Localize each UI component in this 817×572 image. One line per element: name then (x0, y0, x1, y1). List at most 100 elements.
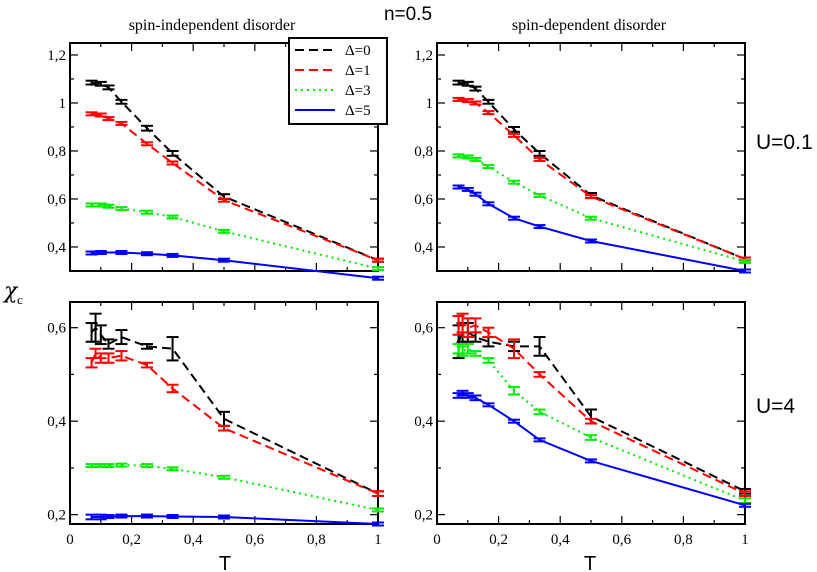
error-bar (141, 361, 153, 369)
error-bar (89, 312, 102, 343)
error-bar (482, 98, 495, 105)
error-bar (739, 268, 751, 274)
error-bar (115, 329, 128, 346)
error-bar (102, 514, 115, 520)
error-bar (166, 336, 179, 362)
series-line (91, 251, 379, 280)
x-tick-label: 0,6 (245, 532, 264, 548)
error-bar (469, 350, 482, 357)
error-bar (533, 437, 546, 443)
error-bar (141, 141, 153, 147)
x-axis-label-right: T (584, 553, 596, 572)
error-bar (141, 124, 153, 132)
y-tick-label: 1,2 (414, 48, 433, 64)
series-line (91, 464, 379, 511)
y-axis-label-subscript: c (17, 292, 23, 307)
x-tick-label: 0 (66, 532, 74, 548)
error-bar (166, 160, 179, 166)
error-bar (585, 238, 597, 244)
y-axis-label: χ (2, 279, 19, 304)
error-bar (218, 228, 230, 234)
error-bar (141, 209, 153, 215)
error-bar (482, 326, 495, 339)
error-bar (585, 215, 597, 221)
error-bar (115, 206, 128, 212)
plot-frame (436, 42, 746, 272)
error-bar (166, 214, 179, 220)
error-bar (533, 336, 546, 357)
y-tick-label: 0,4 (47, 414, 66, 430)
error-bar (102, 116, 115, 122)
y-tick-label: 0,8 (414, 144, 433, 160)
error-bar (469, 100, 482, 106)
error-bar (94, 250, 107, 256)
series-line (91, 112, 379, 262)
series-line (90, 326, 379, 495)
y-tick-label: 0,2 (414, 508, 433, 524)
x-tick-label: 0,2 (489, 532, 508, 548)
error-bar (508, 418, 520, 424)
error-bar (141, 463, 153, 469)
error-bar (461, 392, 474, 399)
error-bar (533, 192, 546, 198)
error-bar (218, 474, 230, 480)
error-bar (166, 150, 179, 157)
error-bar (102, 338, 115, 350)
legend-label: Δ=0 (345, 43, 371, 59)
error-bar (141, 513, 153, 519)
y-tick-label: 0,6 (414, 321, 433, 337)
series-line (458, 391, 746, 507)
error-bar (533, 371, 546, 378)
x-tick-label: 0,2 (122, 532, 141, 548)
error-bar (469, 394, 482, 402)
y-tick-label: 1 (59, 96, 67, 112)
x-tick-label: 0,4 (184, 532, 203, 548)
row-label-top: U=0.1 (756, 131, 813, 154)
error-bar (585, 434, 597, 441)
y-tick-label: 0,4 (414, 414, 433, 430)
error-bar (508, 215, 520, 221)
error-bar (372, 521, 384, 527)
error-bar (115, 98, 128, 105)
error-bar (739, 258, 751, 264)
error-bar (533, 150, 546, 157)
y-tick-label: 0,8 (47, 144, 66, 160)
y-tick-label: 0,4 (47, 240, 66, 256)
series-line (458, 347, 746, 502)
error-bar (469, 317, 482, 334)
error-bar (102, 352, 115, 364)
series-line (457, 331, 746, 493)
error-bar (85, 111, 98, 117)
y-tick-label: 0,2 (47, 508, 66, 524)
y-tick-label: 1 (426, 96, 434, 112)
legend-label: Δ=1 (345, 63, 371, 79)
error-bar (218, 514, 230, 520)
error-bar (533, 156, 546, 162)
y-tick-label: 0,4 (414, 240, 433, 256)
x-tick-label: 0,4 (551, 532, 570, 548)
series-line (91, 204, 379, 270)
error-bar (372, 257, 384, 263)
error-bar (739, 490, 751, 497)
series-line (91, 515, 379, 525)
error-bar (115, 462, 128, 468)
error-bar (585, 194, 597, 200)
figure-title: n=0.5 (384, 4, 432, 25)
x-tick-label: 1 (741, 532, 749, 548)
error-bar (141, 251, 153, 257)
error-bar (115, 250, 128, 256)
error-bar (94, 324, 107, 346)
error-bar (533, 408, 546, 416)
error-bar (115, 120, 128, 126)
error-bar (115, 513, 128, 519)
error-bar (102, 84, 115, 91)
y-tick-label: 0,6 (47, 321, 66, 337)
error-bar (508, 132, 520, 138)
col-title-left: spin-independent disorder (129, 17, 296, 34)
error-bar (739, 497, 751, 504)
error-bar (166, 466, 179, 472)
error-bar (218, 197, 230, 203)
x-axis-label-left: T (219, 553, 231, 572)
error-bar (372, 490, 384, 497)
error-bar (102, 203, 115, 209)
